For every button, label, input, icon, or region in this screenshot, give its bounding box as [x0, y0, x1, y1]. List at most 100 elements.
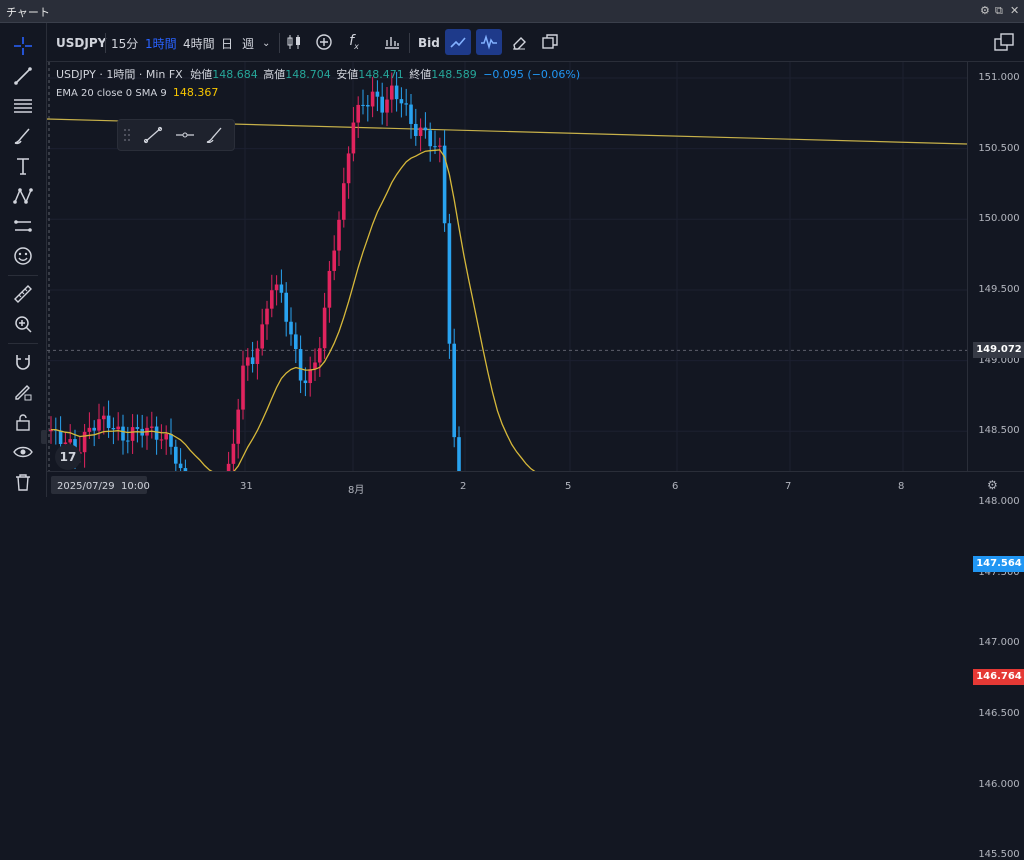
trend-toggle[interactable]: [445, 29, 471, 55]
candle-body: [265, 308, 269, 325]
current-price-label: 147.564: [973, 555, 1024, 572]
candle-body: [409, 104, 413, 124]
timeframe-4h[interactable]: 4時間: [183, 36, 215, 51]
change-value: −0.095 (−0.06%): [483, 68, 581, 81]
timeframe-week[interactable]: 週: [242, 36, 255, 51]
measure-icon: [14, 220, 32, 232]
zoom-tool[interactable]: [8, 311, 38, 337]
indicators-button[interactable]: fx: [341, 29, 367, 55]
candle-body: [231, 443, 236, 464]
trash-tool[interactable]: [8, 469, 38, 495]
close-icon[interactable]: ✕: [1010, 4, 1020, 17]
ruler-tool[interactable]: [8, 281, 38, 307]
price-tick: 145.500: [978, 849, 1020, 860]
crosshair-icon: [14, 37, 32, 55]
candle-body: [318, 348, 322, 363]
indicator-add-button[interactable]: [311, 29, 337, 55]
candle-body: [255, 348, 260, 364]
plus-circle-icon: [316, 34, 332, 50]
eye-tool[interactable]: [8, 439, 38, 465]
timeframe-day[interactable]: 日: [221, 36, 234, 51]
crosshair-tool[interactable]: [8, 33, 38, 59]
eye-icon: [13, 446, 33, 458]
open-value: 148.684: [212, 68, 258, 81]
time-tick: 5: [565, 481, 572, 492]
candle-body: [236, 409, 240, 444]
fib-tool[interactable]: [8, 93, 38, 119]
windows-icon: [542, 34, 558, 49]
timeframe-15m[interactable]: 15分: [111, 36, 139, 51]
price-tick: 147.000: [978, 637, 1020, 649]
toolbar-separator: [409, 33, 410, 53]
candle-body: [457, 437, 461, 471]
price-tick: 149.500: [978, 283, 1020, 295]
brush-icon: [14, 128, 30, 145]
measure-tool[interactable]: [8, 213, 38, 239]
trendline-tool[interactable]: [8, 63, 38, 89]
settings-icon[interactable]: ⚙: [987, 478, 998, 492]
candle-body: [414, 123, 418, 136]
symbol-button[interactable]: USDJPY: [56, 36, 107, 50]
emoji-tool[interactable]: [8, 243, 38, 269]
bid-button[interactable]: Bid: [418, 36, 440, 50]
multi-chart-button[interactable]: [991, 29, 1017, 55]
ema-legend[interactable]: EMA 20 close 0 SMA 9 148.367: [56, 86, 218, 99]
price-tick: 149.000: [978, 354, 1020, 366]
candle-body: [126, 440, 130, 442]
high-label: 高値: [263, 68, 286, 81]
price-tick: 151.000: [978, 72, 1020, 83]
candle-body: [394, 85, 399, 100]
legend-symbol: USDJPY · 1時間 · Min FX: [56, 68, 183, 81]
time-tick: 8: [898, 481, 905, 492]
candle-body: [169, 433, 173, 447]
price-axis[interactable]: 151.000 150.500 150.000 149.500 149.000 148.5…: [967, 62, 1024, 860]
pattern-tool[interactable]: [8, 183, 38, 209]
candle-body: [322, 307, 327, 349]
lock-tool[interactable]: [8, 409, 38, 435]
floating-drawing-toolbar[interactable]: [117, 119, 235, 151]
support-price-label: 146.764: [973, 668, 1024, 685]
time-axis[interactable]: 2025/07/29 10:00 ⚙ 31 8月 2 5 6 7 8: [47, 471, 1024, 498]
price-chart[interactable]: [47, 62, 967, 471]
magnet-icon: [16, 355, 30, 370]
ema-value: 148.367: [172, 86, 219, 99]
time-cursor-label: 2025/07/29 10:00: [57, 481, 150, 492]
high-value: 148.704: [285, 68, 331, 81]
layout-button[interactable]: [537, 29, 563, 55]
window-title: チャート: [6, 6, 50, 19]
wave-toggle[interactable]: [476, 29, 502, 55]
templates-button[interactable]: [379, 29, 405, 55]
candle-body: [121, 426, 125, 441]
trash-icon: [16, 474, 30, 491]
brush-icon[interactable]: [204, 125, 226, 145]
settings-icon[interactable]: ⚙: [980, 4, 990, 17]
candle-body: [404, 103, 408, 105]
drag-handle-icon[interactable]: [122, 127, 132, 143]
lock-draw-icon: [15, 385, 32, 401]
drawing-toolbar: [0, 23, 47, 497]
candle-body: [438, 145, 442, 147]
chevron-down-icon[interactable]: ⌄: [262, 37, 271, 49]
brush-tool[interactable]: [8, 123, 38, 149]
timeframe-1h[interactable]: 1時間: [145, 36, 177, 51]
candle-body: [375, 91, 380, 97]
clear-drawings-button[interactable]: [507, 29, 533, 55]
horizontal-line-icon[interactable]: [174, 125, 196, 145]
lock-icon: [16, 414, 30, 431]
candle-body: [433, 146, 437, 148]
time-tick: 8月: [348, 485, 365, 496]
collapse-toolbar-handle[interactable]: [41, 430, 47, 444]
candle-type-button[interactable]: [281, 29, 307, 55]
waveform-icon: [481, 34, 497, 50]
candle-body: [154, 426, 159, 440]
text-tool[interactable]: [8, 153, 38, 179]
candle-body: [284, 292, 288, 322]
trendline-icon: [14, 67, 32, 85]
popout-icon[interactable]: ⧉: [995, 4, 1003, 17]
candle-body: [82, 431, 87, 453]
trendline-icon[interactable]: [142, 125, 164, 145]
lock-draw-tool[interactable]: [8, 379, 38, 405]
ohlc-legend: USDJPY · 1時間 · Min FX 始値148.684 高値148.70…: [56, 66, 580, 82]
magnet-tool[interactable]: [8, 349, 38, 375]
emoji-icon: [14, 247, 32, 265]
